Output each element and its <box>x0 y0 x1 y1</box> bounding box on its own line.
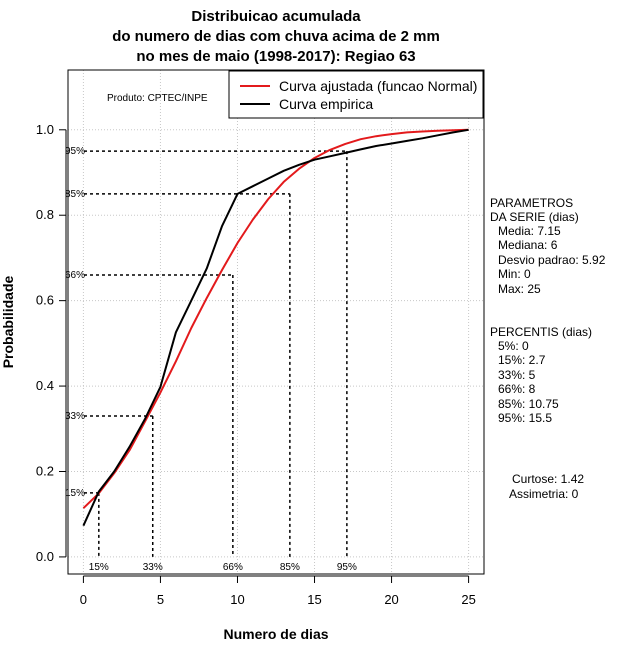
plot-frame <box>67 69 485 575</box>
curtose-value: Curtose: 1.42 <box>512 472 584 486</box>
legend-label-fitted: Curva ajustada (funcao Normal) <box>279 78 477 94</box>
parametros-item: Media: 7.15 <box>498 224 561 238</box>
percentile-label-x: 33% <box>143 562 163 573</box>
legend-box <box>228 70 484 119</box>
y-tick-label: 0.8 <box>36 207 54 222</box>
parametros-item: Max: 25 <box>498 282 541 296</box>
legend-label-empirical: Curva empirica <box>279 96 373 112</box>
assimetria-value: Assimetria: 0 <box>509 487 579 501</box>
x-tick-label: 0 <box>80 592 87 607</box>
x-tick-label: 25 <box>461 592 475 607</box>
series-lines <box>82 128 469 527</box>
x-tick-label: 5 <box>157 592 164 607</box>
y-tick-label: 0.2 <box>36 463 54 478</box>
x-tick-label: 15 <box>307 592 321 607</box>
parametros-panel: PARAMETROS DA SERIE (dias) Media: 7.15 M… <box>490 196 606 296</box>
percentis-item: 85%: 10.75 <box>498 397 559 411</box>
percentile-label-y: 85% <box>65 189 85 200</box>
parametros-item: Desvio padrao: 5.92 <box>498 253 606 267</box>
percentile-label-x: 85% <box>280 562 300 573</box>
percentis-panel: PERCENTIS (dias) 5%: 0 15%: 2.7 33%: 5 6… <box>490 325 592 425</box>
moments-panel: Curtose: 1.42 Assimetria: 0 <box>509 472 584 501</box>
x-axis-label: Numero de dias <box>223 626 328 642</box>
fitted-normal-curve <box>82 128 469 509</box>
percentis-item: 33%: 5 <box>498 368 536 382</box>
x-tick-label: 10 <box>230 592 244 607</box>
parametros-item: Min: 0 <box>498 267 531 281</box>
percentile-label-x: 66% <box>223 562 243 573</box>
percentis-item: 5%: 0 <box>498 339 529 353</box>
parametros-heading-1: PARAMETROS <box>490 196 573 210</box>
percentile-guides: 15% 15% 33% 33% 66% 66% 85% 85% 95% 95% <box>65 146 357 573</box>
legend: Curva ajustada (funcao Normal) Curva emp… <box>228 70 484 119</box>
grid-lines <box>68 70 484 574</box>
y-tick-label: 0.4 <box>36 378 54 393</box>
parametros-heading-2: DA SERIE (dias) <box>490 210 579 224</box>
percentis-item: 15%: 2.7 <box>498 353 546 367</box>
y-axis-label: Probabilidade <box>0 276 16 369</box>
percentis-heading: PERCENTIS (dias) <box>490 325 592 339</box>
percentis-item: 95%: 15.5 <box>498 411 552 425</box>
y-tick-label: 1.0 <box>36 122 54 137</box>
percentile-label-y: 15% <box>65 488 85 499</box>
empirical-curve <box>82 128 469 527</box>
percentile-label-y: 66% <box>65 270 85 281</box>
percentis-item: 66%: 8 <box>498 382 536 396</box>
chart-title-line-3: no mes de maio (1998-2017): Regiao 63 <box>136 48 415 65</box>
axes: 0 5 10 15 20 25 0.0 0.2 0.4 0.6 0.8 1.0 <box>36 122 476 607</box>
percentile-label-y: 33% <box>65 411 85 422</box>
parametros-item: Mediana: 6 <box>498 238 558 252</box>
product-label: Produto: CPTEC/INPE <box>107 93 208 104</box>
percentile-label-x: 95% <box>337 562 357 573</box>
y-tick-label: 0.6 <box>36 293 54 308</box>
chart-title-line-1: Distribuicao acumulada <box>191 8 361 25</box>
chart-title-line-2: do numero de dias com chuva acima de 2 m… <box>112 28 440 45</box>
percentile-label-y: 95% <box>65 146 85 157</box>
y-tick-label: 0.0 <box>36 549 54 564</box>
percentile-label-x: 15% <box>89 562 109 573</box>
x-tick-label: 20 <box>384 592 398 607</box>
